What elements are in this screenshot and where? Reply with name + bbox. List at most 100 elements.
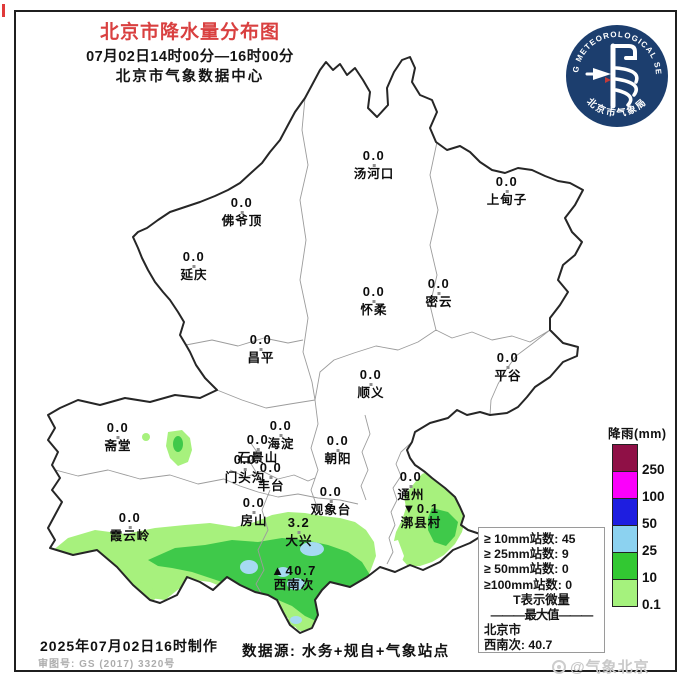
watermark: @气象北京 (552, 656, 650, 677)
station-value: ▲40.7 (271, 563, 317, 578)
title-data-center: 北京市气象数据中心 (115, 68, 265, 85)
stats-row: ≥ 10mm站数: 45 (484, 532, 599, 547)
station-marker-dot (505, 189, 509, 193)
station-marker-dot (279, 433, 283, 437)
stats-trace-note: T表示微量 (513, 592, 570, 607)
station-大兴: 3.2 大兴 (285, 516, 312, 548)
legend-color-250 (613, 445, 637, 472)
map-license-number: 审图号: GS (2017) 3320号 (38, 659, 176, 670)
stats-max-region: 北京市 (484, 623, 521, 638)
data-source: 数据源: 水务+规自+气象站点 (242, 644, 450, 660)
station-name: 朝阳 (324, 451, 352, 466)
stats-row-value: 9 (561, 547, 569, 562)
station-value: 0.0 (399, 469, 423, 484)
station-昌平: 0.0 昌平 (247, 333, 274, 365)
stats-row-label: ≥100mm站数: (484, 577, 566, 592)
stats-max-header: ———最大值——— (490, 608, 594, 623)
title-period: 07月02日14时00分—16时00分 (86, 48, 294, 65)
legend-title: 降雨(mm) (608, 427, 667, 441)
station-marker-dot (269, 475, 273, 479)
station-value: 0.0 (319, 484, 343, 499)
station-marker-dot (372, 299, 376, 303)
legend-color-0.1 (613, 580, 637, 606)
station-朝阳: 0.0 朝阳 (324, 434, 351, 466)
title-block: 北京市降水量分布图 07月02日14时00分—16时00分 北京市气象数据中心 (30, 20, 350, 87)
station-漷县村: ▼0.1 漷县村 (401, 502, 442, 530)
stats-row: ≥ 50mm站数: 0 (484, 562, 599, 577)
station-marker-dot (336, 448, 340, 452)
station-name: 平谷 (494, 368, 522, 383)
station-value: 0.0 (246, 432, 270, 447)
station-marker-dot (369, 382, 373, 386)
station-顺义: 0.0 顺义 (357, 368, 384, 400)
station-name: 怀柔 (360, 302, 388, 317)
stats-row-value: 0 (565, 577, 573, 592)
station-value: 0.0 (106, 420, 130, 435)
station-name: 延庆 (180, 267, 208, 282)
station-name: 房山 (240, 513, 268, 528)
made-date: 2025年07月02日16时制作 (40, 638, 218, 654)
logo-red-mark (605, 77, 611, 83)
station-观象台: 0.0 观象台 (311, 485, 352, 517)
station-上甸子: 0.0 上甸子 (487, 175, 528, 207)
station-通州: 0.0 通州 (397, 470, 424, 502)
station-name: 门头沟 (224, 470, 266, 485)
station-marker-dot (329, 499, 333, 503)
stats-row-label: ≥ 25mm站数: (484, 547, 562, 562)
station-海淀: 0.0 海淀 (267, 419, 294, 451)
station-value: 0.0 (326, 433, 350, 448)
legend-color-50 (613, 499, 637, 526)
station-怀柔: 0.0 怀柔 (360, 285, 387, 317)
legend-label-0.1: 0.1 (642, 597, 661, 612)
legend-color-25 (613, 526, 637, 553)
legend-bar (612, 444, 638, 607)
station-name: 密云 (425, 294, 453, 309)
legend-label-250: 250 (642, 462, 665, 477)
station-value: 0.0 (242, 495, 266, 510)
logo-circle (566, 25, 668, 127)
station-marker-dot (243, 467, 247, 471)
station-霞云岭: 0.0 霞云岭 (110, 511, 151, 543)
stats-row-label: ≥ 50mm站数: (484, 562, 562, 577)
station-marker-dot (252, 510, 256, 514)
station-斋堂: 0.0 斋堂 (104, 421, 131, 453)
legend-color-100 (613, 472, 637, 499)
station-value: 0.0 (359, 367, 383, 382)
stray-red-mark (2, 4, 5, 17)
station-value: 0.0 (269, 418, 293, 433)
station-name: 斋堂 (104, 438, 132, 453)
station-name: 昌平 (247, 350, 275, 365)
station-value: 0.0 (118, 510, 142, 525)
station-name: 石景山 (237, 450, 279, 465)
station-name: 汤河口 (353, 166, 395, 181)
stats-row-value: 0 (561, 562, 569, 577)
station-marker-dot (409, 484, 413, 488)
station-佛爷顶: 0.0 佛爷顶 (222, 196, 263, 228)
watermark-logo-icon (552, 659, 566, 674)
beijing-meteorological-service-logo: BEIJING METEOROLOGICAL SERVICE 北京市气象局 (563, 22, 668, 127)
station-value: 0.0 (495, 174, 519, 189)
municipal-boundary (47, 56, 584, 634)
station-value: 0.0 (182, 249, 206, 264)
station-value: 0.0 (249, 332, 273, 347)
station-name: 大兴 (285, 533, 313, 548)
station-marker-dot (116, 435, 120, 439)
legend-label-100: 100 (642, 489, 665, 504)
station-name: 西南次 (273, 577, 315, 592)
station-name: 霞云岭 (109, 528, 151, 543)
station-marker-dot (506, 365, 510, 369)
legend-label-50: 50 (642, 516, 658, 531)
station-marker-dot (372, 163, 376, 167)
rain-area-light-blue (240, 542, 324, 624)
station-value: 0.0 (496, 350, 520, 365)
station-name: 顺义 (357, 385, 385, 400)
station-密云: 0.0 密云 (425, 277, 452, 309)
page-title: 北京市降水量分布图 (99, 22, 280, 43)
station-丰台: 0.0 丰台 (257, 461, 284, 493)
station-value: ▼0.1 (402, 501, 440, 516)
station-value: 0.0 (230, 195, 254, 210)
logo-anemometer-icon (585, 43, 639, 109)
station-门头沟: 0.0 门头沟 (225, 453, 266, 485)
